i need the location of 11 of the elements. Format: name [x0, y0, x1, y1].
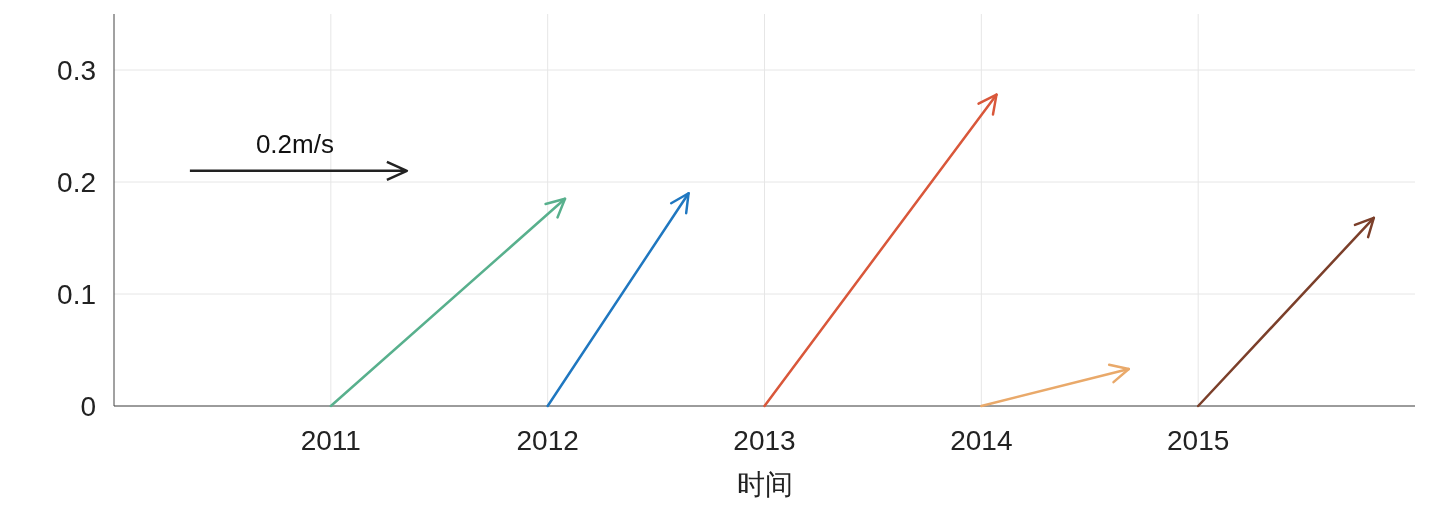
annotation: 0.2m/s — [255, 128, 334, 159]
x-tick-label: 2011 — [300, 425, 361, 456]
y-tick-label: 0.3 — [57, 55, 96, 86]
y-tick-label: 0.1 — [57, 279, 96, 310]
x-tick-label: 2015 — [1167, 425, 1230, 456]
x-axis-title: 时间 — [736, 469, 793, 500]
x-tick-label: 2013 — [733, 425, 796, 456]
x-tick-label: 2014 — [950, 425, 1013, 456]
x-tick-label: 2012 — [516, 425, 579, 456]
y-tick-label: 0.2 — [57, 167, 96, 198]
y-tick-label: 0 — [80, 391, 96, 422]
